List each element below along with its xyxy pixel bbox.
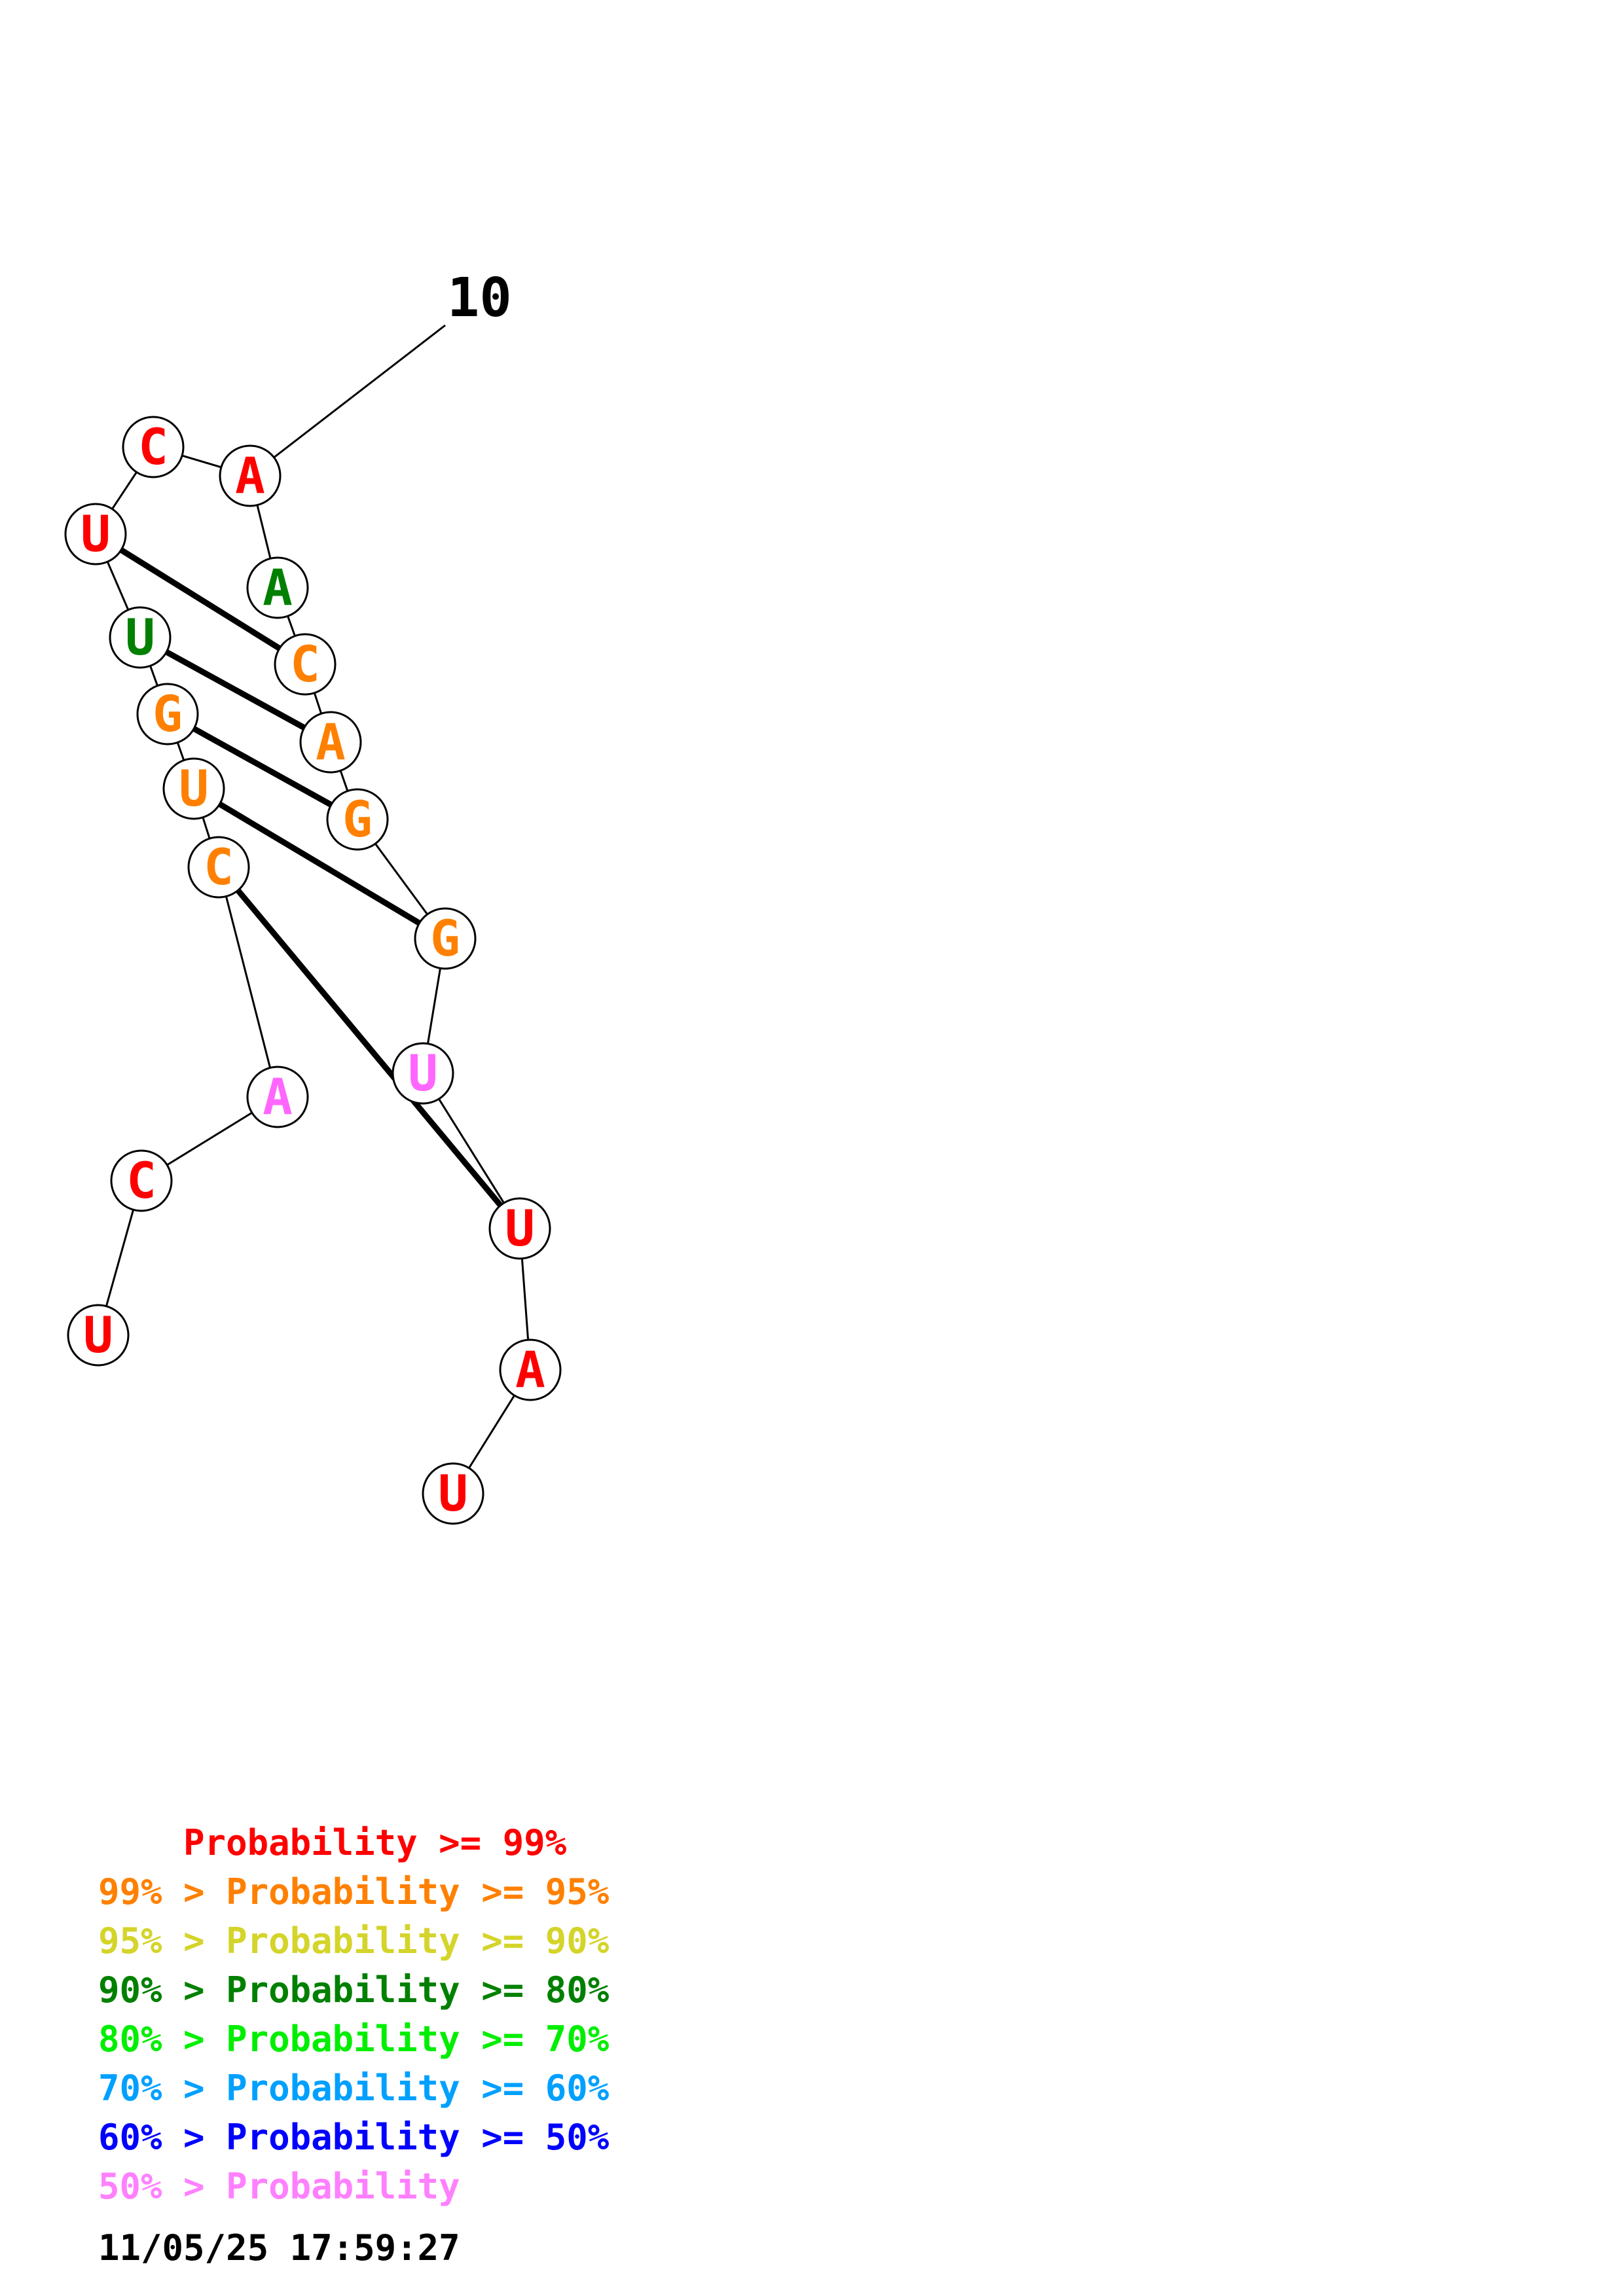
position-label-tick bbox=[249, 324, 446, 477]
nucleotide: U bbox=[488, 1197, 551, 1260]
nucleotide-circle bbox=[67, 1304, 130, 1367]
nucleotide-circle bbox=[392, 1042, 454, 1105]
nucleotide-letter: A bbox=[263, 1067, 293, 1126]
nucleotide-letter: U bbox=[438, 1464, 468, 1522]
legend-entry: 60% > Probability >= 50% bbox=[98, 2117, 610, 2158]
nucleotide-letter: C bbox=[204, 838, 234, 896]
nucleotide-circle bbox=[162, 757, 225, 820]
nucleotide: U bbox=[422, 1462, 484, 1525]
nucleotide-letter: C bbox=[290, 635, 320, 693]
legend-entry: 80% > Probability >= 70% bbox=[98, 2018, 610, 2060]
nucleotide-letter: U bbox=[408, 1044, 438, 1102]
nucleotide: U bbox=[392, 1042, 454, 1105]
base-pair-bond bbox=[138, 635, 333, 745]
nucleotide-circle bbox=[274, 633, 337, 696]
nucleotide: A bbox=[246, 556, 309, 619]
nucleotide-circle bbox=[414, 907, 477, 970]
nucleotide-letter: U bbox=[179, 759, 209, 817]
legend-entry: 99% > Probability >= 95% bbox=[98, 1871, 610, 1912]
nucleotide-letter: U bbox=[81, 505, 111, 563]
nucleotide-letter: U bbox=[83, 1306, 113, 1364]
nucleotide-circle bbox=[64, 503, 127, 565]
nucleotide: C bbox=[187, 836, 250, 899]
nucleotide-circle bbox=[299, 711, 362, 774]
nucleotide-letter: U bbox=[505, 1199, 535, 1257]
base-pair-bond bbox=[216, 865, 522, 1230]
nucleotide: C bbox=[110, 1149, 173, 1212]
legend-entry: Probability >= 99% bbox=[98, 1822, 567, 1863]
nucleotide: A bbox=[246, 1066, 309, 1128]
nucleotide: A bbox=[219, 444, 282, 507]
nucleotide: U bbox=[67, 1304, 130, 1367]
nucleotide: C bbox=[122, 416, 185, 478]
nucleotide-letter: C bbox=[126, 1151, 156, 1210]
nucleotide-circle bbox=[110, 1149, 173, 1212]
nucleotide: A bbox=[299, 711, 362, 774]
legend-entry: 70% > Probability >= 60% bbox=[98, 2068, 610, 2109]
nucleotide-circle bbox=[219, 444, 282, 507]
nucleotide: U bbox=[64, 503, 127, 565]
nucleotide-circle bbox=[499, 1338, 562, 1401]
nucleotide: C bbox=[274, 633, 337, 696]
nucleotide-letter: G bbox=[342, 790, 373, 848]
legend-entry: 90% > Probability >= 80% bbox=[98, 1969, 610, 2011]
base-pairs bbox=[94, 531, 522, 1230]
base-pair-bond bbox=[94, 531, 307, 667]
nucleotide-letter: A bbox=[515, 1340, 545, 1399]
nucleotide-circle bbox=[422, 1462, 484, 1525]
nucleotide-letter: G bbox=[153, 685, 183, 743]
nucleotide-circle bbox=[187, 836, 250, 899]
nucleotide-circle bbox=[488, 1197, 551, 1260]
nucleotide-circle bbox=[246, 556, 309, 619]
nucleotide: A bbox=[499, 1338, 562, 1401]
nucleotide: G bbox=[326, 788, 389, 851]
backbone-link bbox=[217, 867, 279, 1098]
nucleotide-letter: A bbox=[316, 713, 346, 771]
nucleotide: U bbox=[162, 757, 225, 820]
nucleotide-letter: U bbox=[125, 608, 155, 666]
nucleotide-letter: A bbox=[235, 446, 265, 505]
nucleotide-letter: G bbox=[430, 909, 460, 967]
backbone bbox=[94, 324, 532, 1494]
nucleotide-circle bbox=[136, 683, 199, 745]
nucleotide-circle bbox=[246, 1066, 309, 1128]
timestamp: 11/05/25 17:59:27 bbox=[98, 2227, 460, 2269]
nucleotide-circle bbox=[109, 606, 172, 669]
nucleotide-letter: C bbox=[138, 418, 168, 476]
legend-entry: 50% > Probability bbox=[98, 2166, 460, 2207]
base-pair-bond bbox=[166, 711, 359, 822]
nucleotide: G bbox=[414, 907, 477, 970]
nucleotide-circle bbox=[122, 416, 185, 478]
base-pair-bond bbox=[192, 786, 447, 941]
nucleotide: G bbox=[136, 683, 199, 745]
nucleotide: U bbox=[109, 606, 172, 669]
nucleotide-circle bbox=[326, 788, 389, 851]
nucleotide-letter: A bbox=[263, 558, 293, 617]
position-label-10: 10 bbox=[447, 267, 512, 329]
legend-entry: 95% > Probability >= 90% bbox=[98, 1920, 610, 1962]
